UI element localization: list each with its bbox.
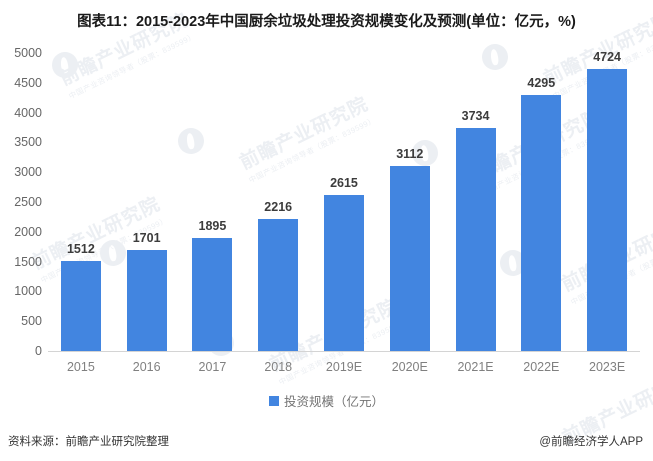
- y-axis-tick-label: 0: [35, 344, 42, 358]
- bar-value-label: 4724: [593, 50, 621, 65]
- y-axis-tick-label: 2000: [14, 224, 42, 239]
- bar-slot: 4295: [508, 53, 574, 351]
- bar[interactable]: [389, 165, 430, 351]
- bar[interactable]: [455, 128, 496, 351]
- bar-value-label: 3734: [461, 109, 490, 124]
- bar[interactable]: [323, 195, 364, 351]
- y-axis-tick-label: 2500: [14, 195, 42, 209]
- bar-value-label: 2216: [264, 199, 293, 214]
- bar[interactable]: [192, 238, 233, 351]
- chart-title: 图表11：2015-2023年中国厨余垃圾处理投资规模变化及预测(单位：亿元，%…: [77, 14, 576, 30]
- source-note: 资料来源：前瞻产业研究院整理: [8, 436, 169, 448]
- bar-slot: 2615: [311, 53, 377, 351]
- y-axis-tick-label: 3000: [14, 165, 42, 180]
- bar-value-label: 2615: [330, 176, 358, 191]
- bar-slot: 1701: [114, 53, 180, 351]
- bars-layer: 1512 1701 1895 2216 2615 3112 3734 4295 4724: [48, 50, 640, 351]
- attribution-note: @前瞻经济学人APP: [539, 436, 643, 448]
- bar-value-label: 4295: [527, 76, 556, 91]
- x-axis-tick-label: 2020E: [391, 360, 428, 374]
- y-axis-tick-label: 500: [21, 314, 42, 329]
- bar-slot: 2216: [245, 53, 311, 351]
- bar[interactable]: [126, 249, 167, 351]
- x-axis-tick-label: 2017: [198, 360, 227, 374]
- bar[interactable]: [258, 218, 299, 351]
- y-axis-tick-label: 1000: [14, 284, 42, 299]
- bar-value-label: 1895: [198, 219, 227, 234]
- y-axis-tick-labels: 0 500 1000 1500 2000 2500 3000 3500 4000 4500 5000: [0, 0, 42, 461]
- plot-area: 1512 1701 1895 2216 2615 3112 3734 4295 4724: [48, 50, 640, 351]
- bar-slot: 4724: [574, 50, 640, 351]
- bar-value-label: 1512: [66, 241, 95, 256]
- chart-legend: 投资规模（亿元）: [0, 391, 653, 410]
- bar[interactable]: [521, 95, 562, 351]
- bar-value-label: 1701: [132, 230, 161, 245]
- x-axis-tick-label: 2019E: [325, 360, 363, 374]
- y-axis-tick-label: 3500: [14, 135, 42, 150]
- x-axis-tick-label: 2023E: [589, 360, 626, 374]
- bar-slot: 1512: [48, 53, 114, 351]
- legend-label: 投资规模（亿元）: [283, 395, 384, 409]
- legend-marker-square: [268, 395, 279, 406]
- y-axis-tick-label: 5000: [14, 46, 42, 60]
- x-axis-tick-label: 2018: [264, 360, 293, 374]
- bar-value-label: 3112: [396, 146, 424, 161]
- x-axis-tick-label: 2015: [66, 360, 95, 374]
- x-axis-tick-label: 2021E: [457, 360, 494, 374]
- y-axis-tick-label: 4000: [14, 105, 42, 120]
- x-axis-line: [48, 351, 640, 352]
- bar-slot: 3734: [443, 53, 509, 351]
- bar[interactable]: [60, 260, 101, 351]
- bar-slot: 3112: [377, 53, 443, 351]
- x-axis-tick-labels: 2015 2016 2017 2018 2019E 2020E 2021E 2022E 2023…: [48, 360, 640, 380]
- x-axis-tick-label: 2016: [132, 360, 161, 374]
- x-axis-tick-label: 2022E: [523, 360, 560, 374]
- y-axis-tick-label: 1500: [14, 254, 42, 269]
- bar[interactable]: [587, 69, 628, 351]
- y-axis-tick-label: 4500: [14, 75, 42, 90]
- bar-slot: 1895: [180, 53, 246, 351]
